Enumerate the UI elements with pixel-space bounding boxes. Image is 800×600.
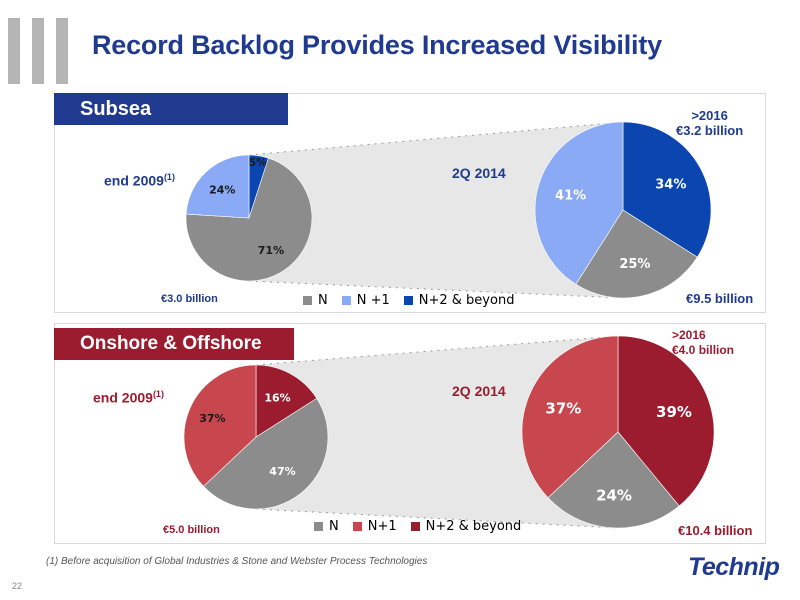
legend-item-n1: N +1	[341, 293, 390, 308]
legend-swatch-n	[314, 522, 323, 531]
pie-1-slice-0	[575, 209, 698, 299]
pie-3-label-2: 39%	[656, 403, 692, 421]
legend-swatch-n1	[341, 296, 351, 305]
footnote: (1) Before acquisition of Global Industr…	[46, 556, 428, 567]
pie-1-slice-1	[534, 121, 624, 285]
pie-2-label-1: 37%	[199, 412, 225, 425]
onshore-connector-band-edge-top	[255, 335, 619, 366]
legend-label-n2: N+2 & beyond	[418, 293, 515, 308]
legend-item-n2: N+2 & beyond	[410, 519, 522, 534]
onshore-left-title: end 2009(1)	[93, 389, 164, 406]
pie-3-slice-0	[547, 431, 680, 529]
legend-swatch-n2	[403, 296, 413, 305]
pie-3-label-0: 24%	[596, 486, 632, 504]
pie-0-label-1: 24%	[209, 183, 235, 196]
subsea-beyond-amount: €3.2 billion	[676, 123, 744, 138]
onshore-left-title-text: end 2009	[93, 389, 153, 406]
page-title: Record Backlog Provides Increased Visibi…	[92, 30, 662, 60]
onshore-legend: N N+1 N+2 & beyond	[314, 519, 535, 534]
onshore-section-label: Onshore & Offshore	[54, 328, 294, 360]
subsea-left-title-note: (1)	[163, 172, 175, 182]
onshore-right-total: €10.4 billion	[678, 523, 753, 538]
subsea-beyond-year: >2016	[691, 108, 728, 123]
pie-0-slice-1	[185, 154, 250, 219]
legend-swatch-n1	[352, 522, 362, 531]
pie-1-label-1: 41%	[555, 188, 586, 203]
pie-2-slice-2	[255, 364, 318, 438]
subsea-left-title: end 2009(1)	[104, 172, 175, 189]
onshore-panel	[54, 323, 766, 544]
onshore-right-title: 2Q 2014	[452, 383, 506, 399]
pie-0-slice-0	[185, 157, 313, 282]
legend-label-n: N	[318, 293, 328, 308]
pie-2-slice-0	[203, 398, 329, 510]
onshore-left-title-note: (1)	[152, 389, 164, 399]
legend-item-n: N	[303, 293, 328, 308]
page-number: 22	[12, 581, 23, 591]
pie-1-slice-2	[622, 121, 712, 258]
pie-3-slice-1	[521, 335, 619, 499]
pie-1-label-0: 25%	[619, 257, 650, 272]
onshore-beyond-year: >2016	[672, 328, 706, 342]
pie-3-slice-2	[617, 335, 715, 507]
subsea-left-total: €3.0 billion	[161, 293, 218, 305]
subsea-section-label: Subsea	[54, 93, 288, 125]
pie-2-label-0: 47%	[269, 465, 295, 478]
legend-item-n2: N+2 & beyond	[403, 293, 515, 308]
legend-label-n: N	[329, 519, 339, 534]
legend-item-n1: N+1	[352, 519, 397, 534]
subsea-right-total: €9.5 billion	[686, 291, 754, 306]
legend-label-n1: N+1	[367, 519, 397, 534]
subsea-connector-band	[249, 122, 623, 298]
pie-0-label-2: 5%	[249, 156, 268, 169]
onshore-connector-band-edge-bottom	[255, 508, 619, 529]
legend-label-n1: N +1	[356, 293, 390, 308]
pie-0-label-0: 71%	[258, 244, 284, 257]
pie-3-label-1: 37%	[545, 400, 581, 418]
pie-2-label-2: 16%	[264, 392, 290, 405]
company-logo: Technip	[688, 553, 780, 581]
subsea-legend: N N +1 N+2 & beyond	[303, 293, 528, 308]
onshore-connector-band	[256, 336, 618, 528]
onshore-beyond-label: >2016 €4.0 billion	[672, 328, 734, 358]
subsea-beyond-label: >2016 €3.2 billion	[676, 108, 743, 138]
legend-swatch-n2	[410, 522, 420, 531]
legend-swatch-n	[303, 296, 312, 305]
subsea-panel	[54, 93, 766, 313]
pie-2-slice-1	[183, 364, 257, 487]
legend-label-n2: N+2 & beyond	[425, 519, 522, 534]
subsea-right-title: 2Q 2014	[452, 165, 506, 181]
onshore-left-total: €5.0 billion	[163, 524, 220, 536]
pie-1-label-2: 34%	[655, 177, 686, 192]
onshore-beyond-amount: €4.0 billion	[672, 343, 735, 357]
legend-item-n: N	[314, 519, 339, 534]
subsea-left-title-text: end 2009	[104, 172, 164, 189]
